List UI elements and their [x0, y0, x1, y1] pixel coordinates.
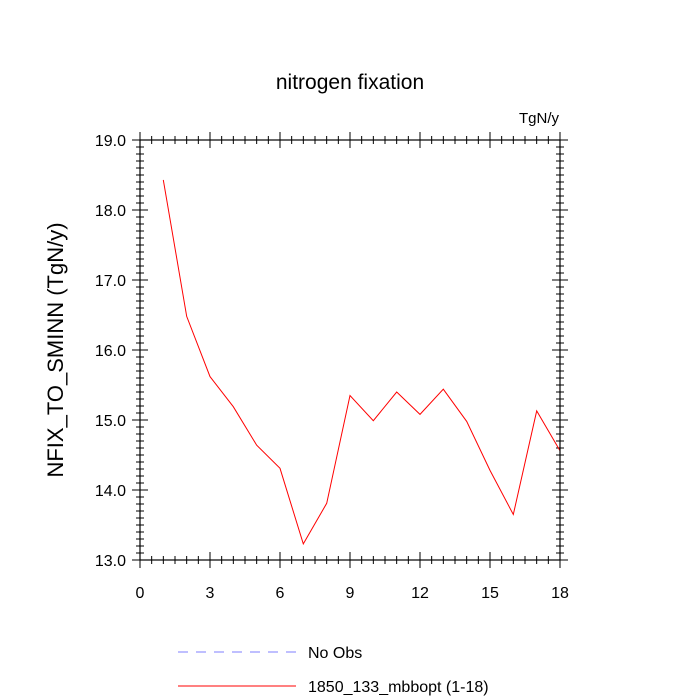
plot-frame: [139, 139, 561, 561]
x-tick-label: 9: [346, 585, 355, 602]
x-tick-label: 0: [136, 585, 145, 602]
y-tick-label: 18.0: [95, 203, 126, 220]
y-tick-label: 19.0: [95, 133, 126, 150]
legend: No Obs 1850_133_mbbopt (1-18): [178, 645, 489, 696]
x-tick-label: 12: [411, 585, 429, 602]
y-tick-label: 14.0: [95, 483, 126, 500]
y-tick-label: 16.0: [95, 343, 126, 360]
tick-labels: 0 3 6 9 12 15 18 13.0 14.0 15.0 16.0 17.0 18.0 19.0: [95, 133, 569, 602]
chart-title: nitrogen fixation: [276, 71, 424, 94]
x-tick-label: 3: [206, 585, 215, 602]
axis-ticks: [132, 132, 568, 568]
x-tick-label: 15: [481, 585, 499, 602]
units-label: TgN/y: [519, 110, 560, 127]
y-tick-label: 13.0: [95, 553, 126, 570]
y-axis-label: NFIX_TO_SMINN (TgN/y): [43, 222, 68, 477]
x-tick-label: 18: [551, 585, 569, 602]
legend-label: No Obs: [308, 645, 362, 662]
x-tick-label: 6: [276, 585, 285, 602]
legend-label: 1850_133_mbbopt (1-18): [308, 679, 489, 696]
y-tick-label: 15.0: [95, 413, 126, 430]
series-lines: [162, 179, 561, 546]
series-line: [162, 179, 561, 546]
y-tick-label: 17.0: [95, 273, 126, 290]
